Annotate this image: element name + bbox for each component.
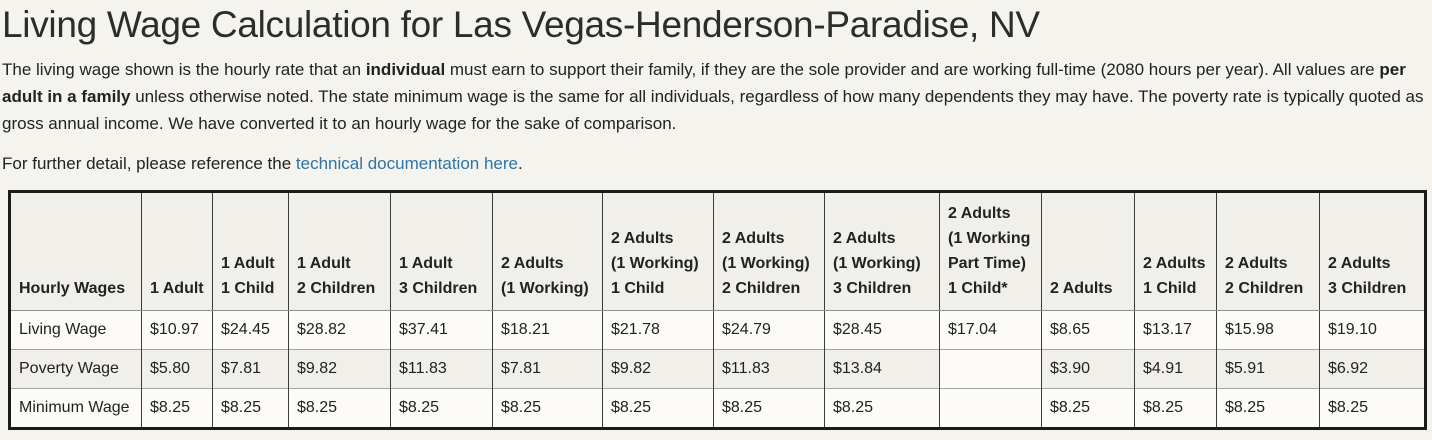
cell-poverty-wage: $4.91 (1134, 349, 1217, 389)
cell-living-wage: $28.45 (824, 310, 940, 350)
technical-documentation-link[interactable]: technical documentation here (295, 154, 518, 173)
cell-living-wage: $37.41 (390, 310, 493, 350)
cell-living-wage: $13.17 (1134, 310, 1217, 350)
intro-bold-per-adult: per adult in a family (2, 60, 1406, 106)
column-header-hourly-wages: Hourly Wages (9, 191, 142, 311)
intro-text-1: The living wage shown is the hourly rate… (2, 60, 366, 79)
column-header-2-adults-1-working-1-child: 2 Adults (1 Working) 1 Child (602, 191, 714, 311)
cell-minimum-wage: $8.25 (288, 388, 391, 429)
intro-text-3: unless otherwise noted. The state minimu… (2, 87, 1424, 133)
cell-minimum-wage: $8.25 (212, 388, 289, 429)
column-header-2-adults-1-working-2-children: 2 Adults (1 Working) 2 Children (713, 191, 825, 311)
cell-poverty-wage: $7.81 (492, 349, 603, 389)
row-label-living-wage: Living Wage (9, 310, 142, 350)
cell-living-wage: $10.97 (141, 310, 213, 350)
living-wage-table: Hourly Wages 1 Adult 1 Adult 1 Child 1 Ad… (8, 190, 1427, 430)
cell-minimum-wage: $8.25 (713, 388, 825, 429)
cell-living-wage: $8.65 (1041, 310, 1135, 350)
intro-bold-individual: individual (365, 60, 446, 79)
cell-poverty-wage: $13.84 (824, 349, 940, 389)
cell-poverty-wage: $3.90 (1041, 349, 1135, 389)
cell-minimum-wage-empty (939, 388, 1042, 429)
table-row-poverty-wage: Poverty Wage $5.80 $7.81 $9.82 $11.83 $7… (9, 349, 1426, 389)
column-header-2-adults: 2 Adults (1041, 191, 1135, 311)
cell-poverty-wage: $5.91 (1216, 349, 1320, 389)
column-header-2-adults-1-child: 2 Adults 1 Child (1134, 191, 1217, 311)
cell-poverty-wage: $9.82 (602, 349, 714, 389)
cell-living-wage: $28.82 (288, 310, 391, 350)
cell-living-wage: $24.45 (212, 310, 289, 350)
column-header-2-adults-1-working: 2 Adults (1 Working) (492, 191, 603, 311)
cell-minimum-wage: $8.25 (1134, 388, 1217, 429)
column-header-2-adults-2-children: 2 Adults 2 Children (1216, 191, 1320, 311)
column-header-1-adult-2-children: 1 Adult 2 Children (288, 191, 391, 311)
cell-minimum-wage: $8.25 (602, 388, 714, 429)
intro-text-2: must earn to support their family, if th… (445, 60, 1380, 79)
cell-minimum-wage: $8.25 (1216, 388, 1320, 429)
column-header-1-adult-1-child: 1 Adult 1 Child (212, 191, 289, 311)
cell-minimum-wage: $8.25 (1319, 388, 1426, 429)
table-row-minimum-wage: Minimum Wage $8.25 $8.25 $8.25 $8.25 $8.… (9, 388, 1426, 429)
cell-minimum-wage: $8.25 (141, 388, 213, 429)
cell-poverty-wage: $11.83 (713, 349, 825, 389)
column-header-2-adults-1-working-part-time-1-child: 2 Adults (1 Working Part Time) 1 Child* (939, 191, 1042, 311)
cell-living-wage: $24.79 (713, 310, 825, 350)
cell-living-wage: $19.10 (1319, 310, 1426, 350)
row-label-poverty-wage: Poverty Wage (9, 349, 142, 389)
cell-poverty-wage: $7.81 (212, 349, 289, 389)
cell-living-wage: $18.21 (492, 310, 603, 350)
column-header-1-adult: 1 Adult (141, 191, 213, 311)
cell-poverty-wage: $5.80 (141, 349, 213, 389)
table-header-row: Hourly Wages 1 Adult 1 Adult 1 Child 1 Ad… (9, 191, 1426, 311)
table-row-living-wage: Living Wage $10.97 $24.45 $28.82 $37.41 … (9, 310, 1426, 350)
cell-living-wage: $15.98 (1216, 310, 1320, 350)
cell-minimum-wage: $8.25 (492, 388, 603, 429)
cell-poverty-wage: $9.82 (288, 349, 391, 389)
cell-living-wage: $21.78 (602, 310, 714, 350)
cell-poverty-wage-empty (939, 349, 1042, 389)
intro-paragraph: The living wage shown is the hourly rate… (0, 56, 1432, 137)
cell-minimum-wage: $8.25 (390, 388, 493, 429)
column-header-1-adult-3-children: 1 Adult 3 Children (390, 191, 493, 311)
page-title: Living Wage Calculation for Las Vegas-He… (2, 4, 1040, 45)
column-header-2-adults-3-children: 2 Adults 3 Children (1319, 191, 1426, 311)
cell-living-wage: $17.04 (939, 310, 1042, 350)
cell-minimum-wage: $8.25 (824, 388, 940, 429)
cell-poverty-wage: $6.92 (1319, 349, 1426, 389)
detail-period: . (517, 154, 523, 173)
column-header-2-adults-1-working-3-children: 2 Adults (1 Working) 3 Children (824, 191, 940, 311)
detail-paragraph: For further detail, please reference the… (0, 153, 1432, 175)
detail-text: For further detail, please reference the (2, 154, 296, 173)
cell-minimum-wage: $8.25 (1041, 388, 1135, 429)
row-label-minimum-wage: Minimum Wage (9, 388, 142, 429)
cell-poverty-wage: $11.83 (390, 349, 493, 389)
